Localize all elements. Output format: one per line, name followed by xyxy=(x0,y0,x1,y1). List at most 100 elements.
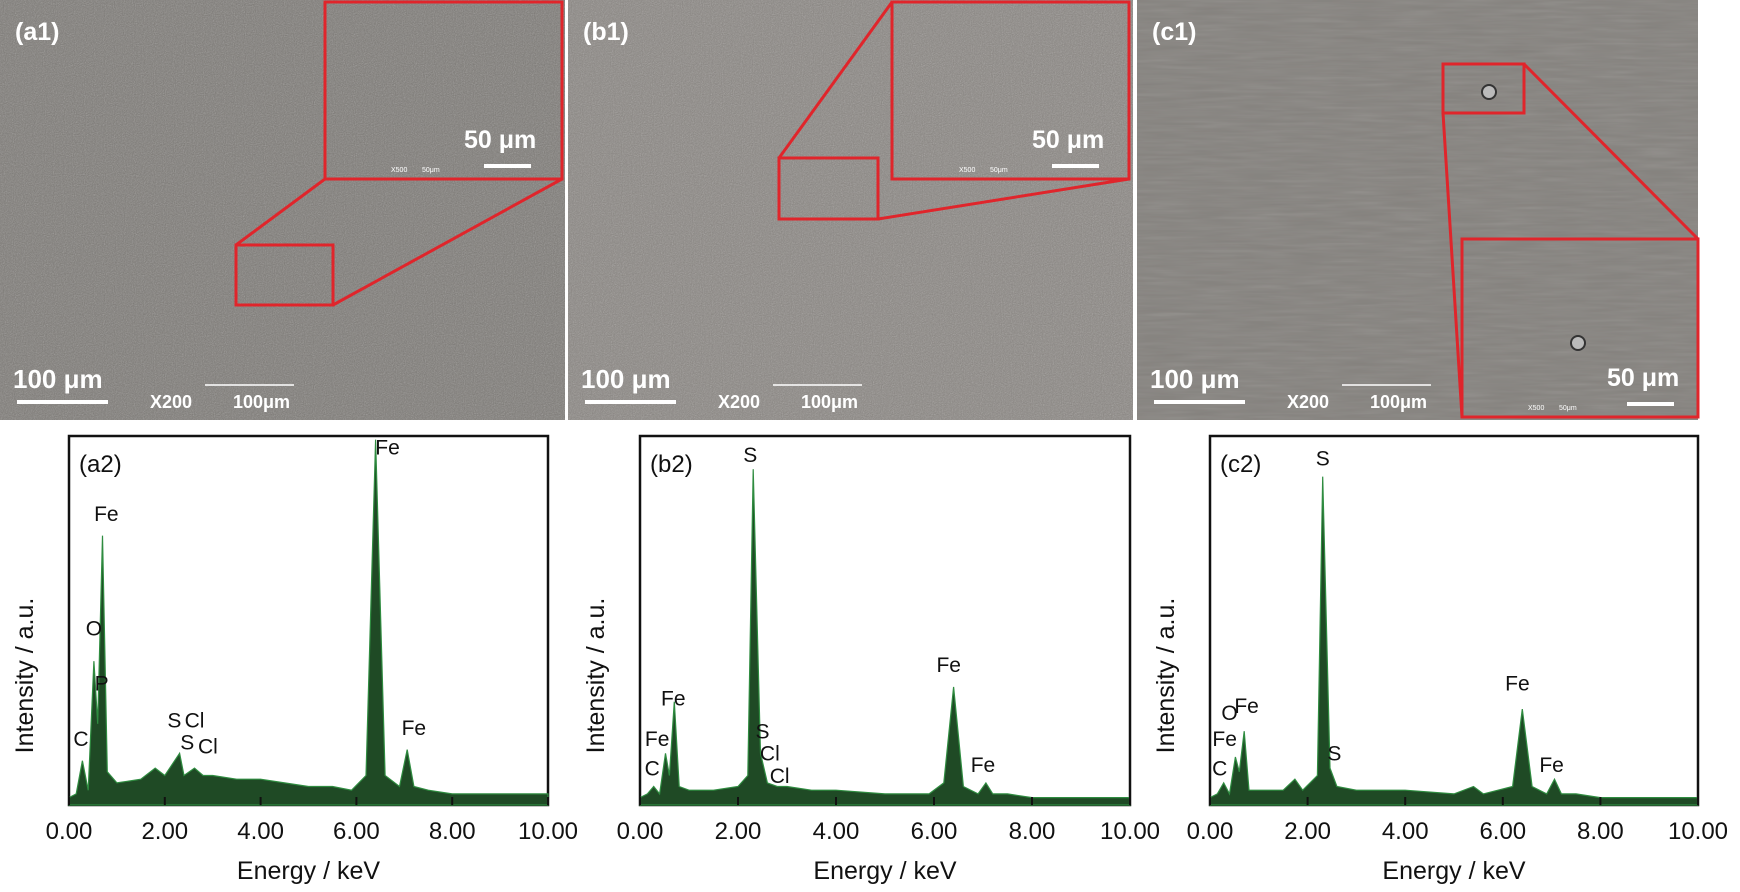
panel-label: (b1) xyxy=(583,18,629,46)
peak-label: Fe xyxy=(1505,673,1530,696)
x-tick-label: 6.00 xyxy=(333,818,380,845)
y-axis-label: Intensity / a.u. xyxy=(1152,598,1180,754)
peak-label: C xyxy=(645,757,660,780)
panel-label: (c1) xyxy=(1152,18,1196,46)
x-tick-label: 10.00 xyxy=(518,818,578,845)
x-axis-label: Energy / keV xyxy=(813,857,956,885)
peak-label: O xyxy=(1221,702,1237,725)
panel-label: (c2) xyxy=(1220,451,1261,478)
scale-bar-label: 100 μm xyxy=(13,364,103,394)
inset-mag-label: 50μm xyxy=(1559,405,1577,412)
peak-label: S xyxy=(180,732,194,755)
scale-bar-label: 100 μm xyxy=(581,364,671,394)
spectrum-area xyxy=(1209,476,1699,806)
x-tick-label: 2.00 xyxy=(141,818,188,845)
panel-label: (a1) xyxy=(15,18,59,46)
magnification: X200 xyxy=(718,392,760,412)
zoom-line xyxy=(1441,112,1464,418)
x-tick-label: 10.00 xyxy=(1668,818,1728,845)
x-tick-label: 8.00 xyxy=(1577,818,1624,845)
sem-panel: (c1) 100 μm X200 100μm 50 μm X500 50μm xyxy=(1137,0,1700,420)
peak-label: Fe xyxy=(1234,695,1259,718)
peak-label: Fe xyxy=(94,503,119,526)
zoom-line xyxy=(235,177,326,247)
x-tick-label: 10.00 xyxy=(1100,818,1160,845)
y-axis-label: Intensity / a.u. xyxy=(582,598,610,754)
plot-frame xyxy=(638,434,1132,807)
particle xyxy=(1481,84,1497,100)
inset-magnification: X500 xyxy=(959,167,975,174)
x-tick-label: 2.00 xyxy=(1284,818,1331,845)
zoom-box xyxy=(1441,62,1526,115)
peak-label: S xyxy=(1327,743,1341,766)
zoom-line xyxy=(777,1,894,159)
x-tick-label: 6.00 xyxy=(911,818,958,845)
spectrum-area xyxy=(68,439,549,806)
peak-label: C xyxy=(73,728,88,751)
inset-magnification: X500 xyxy=(391,167,407,174)
x-tick-label: 8.00 xyxy=(1009,818,1056,845)
inset-box xyxy=(1460,237,1700,419)
panel-label: (b2) xyxy=(650,451,693,478)
x-tick-label: 0.00 xyxy=(1187,818,1234,845)
panel-label: (a2) xyxy=(79,451,122,478)
peak-label: Cl xyxy=(185,710,205,733)
inset-mag-label: 50μm xyxy=(422,167,440,174)
x-axis-label: Energy / keV xyxy=(237,857,380,885)
inset-scale-label: 50 μm xyxy=(1032,126,1104,154)
mag-bar-label: 100μm xyxy=(233,392,290,412)
zoom-line xyxy=(877,177,1130,221)
peak-label: Fe xyxy=(1212,728,1237,751)
inset-scale-label: 50 μm xyxy=(464,126,536,154)
zoom-box xyxy=(234,243,335,307)
x-tick-label: 4.00 xyxy=(1382,818,1429,845)
x-axis-label: Energy / keV xyxy=(1382,857,1525,885)
sem-texture xyxy=(568,0,1133,420)
sem-panel: (a1) 100 μm X200 100μm 50 μm X500 50μm xyxy=(0,0,565,420)
magnification: X200 xyxy=(1287,392,1329,412)
x-tick-label: 6.00 xyxy=(1479,818,1526,845)
peak-label: Fe xyxy=(402,717,427,740)
mag-bar-label: 100μm xyxy=(1370,392,1427,412)
peak-label: Cl xyxy=(770,765,790,788)
peak-label: Fe xyxy=(936,654,961,677)
x-tick-label: 4.00 xyxy=(237,818,284,845)
zoom-line xyxy=(1522,62,1700,241)
peak-label: S xyxy=(1316,448,1330,471)
peak-label: S xyxy=(755,721,769,744)
mag-bar-label: 100μm xyxy=(801,392,858,412)
x-tick-label: 0.00 xyxy=(46,818,93,845)
x-tick-label: 0.00 xyxy=(617,818,664,845)
magnification: X200 xyxy=(150,392,192,412)
y-axis-label: Intensity / a.u. xyxy=(11,598,39,754)
inset-magnification: X500 xyxy=(1528,405,1544,412)
peak-label: C xyxy=(1212,757,1227,780)
peak-label: S xyxy=(167,710,181,733)
spectrum-area xyxy=(639,469,1131,806)
peak-label: Fe xyxy=(645,728,670,751)
peak-label: Fe xyxy=(375,436,400,459)
peak-label: S xyxy=(743,444,757,467)
scale-bar-label: 100 μm xyxy=(1150,364,1240,394)
plot-frame xyxy=(67,434,550,807)
sem-texture xyxy=(1137,0,1698,420)
peak-label: O xyxy=(86,617,102,640)
plot-frame xyxy=(1208,434,1700,807)
inset-mag-label: 50μm xyxy=(990,167,1008,174)
peak-label: Cl xyxy=(760,743,780,766)
x-tick-label: 4.00 xyxy=(813,818,860,845)
zoom-box xyxy=(777,156,880,221)
peak-label: P xyxy=(95,673,109,696)
inset-scale-label: 50 μm xyxy=(1607,364,1679,392)
peak-label: Fe xyxy=(661,687,686,710)
inset-box xyxy=(890,0,1131,181)
inset-box xyxy=(323,0,564,181)
peak-label: Fe xyxy=(971,754,996,777)
particle xyxy=(1570,335,1586,351)
sem-panel: (b1) 100 μm X200 100μm 50 μm X500 50μm xyxy=(568,0,1133,420)
peak-label: Fe xyxy=(1539,754,1564,777)
x-tick-label: 8.00 xyxy=(429,818,476,845)
x-tick-label: 2.00 xyxy=(715,818,762,845)
zoom-line xyxy=(332,177,563,307)
